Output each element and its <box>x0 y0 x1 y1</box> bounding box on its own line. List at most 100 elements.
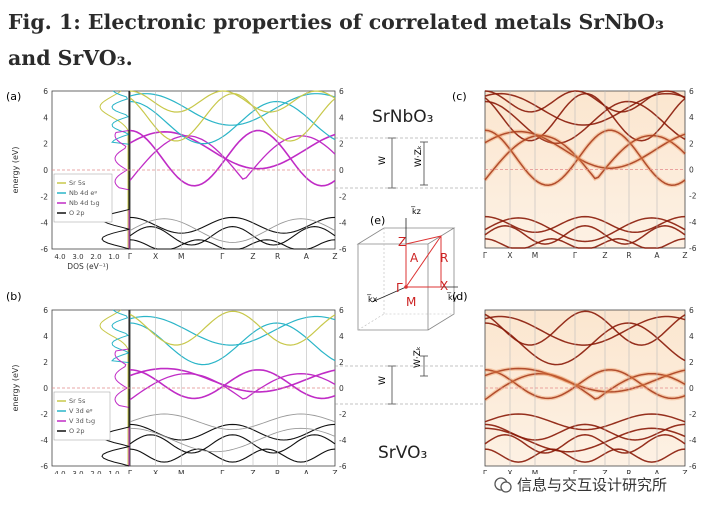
guide-lines <box>335 137 485 405</box>
legend-a: Sr 5s Nb 4d eᵍ Nb 4d t₂g O 2p <box>53 173 113 223</box>
kpath-label: Z <box>332 469 337 474</box>
band-curve <box>484 315 686 346</box>
ky-label: k̅y <box>446 292 458 302</box>
ytick-right: 2 <box>689 139 694 148</box>
ytick-right: -4 <box>339 436 347 445</box>
ytick-right: -6 <box>689 244 697 253</box>
y-axis-label: energy (eV) <box>11 146 20 193</box>
band-curve <box>484 427 686 453</box>
kpath-label: A <box>304 252 310 261</box>
ytick-right: -6 <box>339 245 347 254</box>
band-curve <box>129 218 336 243</box>
band-curve <box>484 129 686 171</box>
ytick-left: 2 <box>43 140 48 149</box>
dos-tick: 3.0 <box>72 253 83 261</box>
kpath-label: X <box>153 469 158 474</box>
ytick-left: -4 <box>41 219 49 228</box>
band-curve <box>483 371 686 402</box>
kpath-label: X <box>507 469 512 474</box>
band-curve <box>129 315 336 346</box>
legend-b-item: Sr 5s <box>69 397 86 405</box>
ytick-right: -4 <box>339 219 347 228</box>
band-curve <box>129 226 336 246</box>
band-curve <box>129 427 336 453</box>
kpath-label: Z <box>682 251 687 260</box>
ytick-left: -2 <box>41 410 49 419</box>
material-label-top: SrNbO₃ <box>372 107 433 127</box>
band-curve <box>484 372 686 401</box>
band-curve <box>484 367 686 401</box>
dos-tick: 1.0 <box>108 253 119 261</box>
bz-Z: Z <box>398 235 406 249</box>
ytick-left: 6 <box>43 87 48 96</box>
ytick-left: 2 <box>43 358 48 367</box>
band-curve <box>484 130 686 169</box>
bz-M: M <box>406 295 416 309</box>
ytick-right: -6 <box>689 462 697 471</box>
bz-Gamma: Γ <box>396 281 403 295</box>
ytick-left: 0 <box>43 384 48 393</box>
kpath-label: R <box>275 469 280 474</box>
band-curve <box>129 434 336 454</box>
kpath-label: Γ <box>573 251 578 260</box>
ytick-right: -4 <box>689 436 697 445</box>
watermark: 信息与交互设计研究所 <box>493 474 667 495</box>
band-curve <box>484 238 686 249</box>
legend-a-item: Sr 5s <box>69 179 86 187</box>
kpath-label: R <box>275 252 280 261</box>
ytick-right: 6 <box>689 87 694 96</box>
band-curve <box>129 322 336 366</box>
kpath-label: A <box>654 469 660 474</box>
legend-b: Sr 5s V 3d eᵍ V 3d t₂g O 2p <box>53 391 111 441</box>
kpath-label: Z <box>602 251 607 260</box>
kpath-label: M <box>532 469 538 474</box>
kpath-label: Z <box>602 469 607 474</box>
legend-a-item: Nb 4d t₂g <box>69 199 100 207</box>
y-axis-label: energy (eV) <box>11 364 20 411</box>
ytick-right: 0 <box>689 166 694 175</box>
ytick-right: -2 <box>339 410 347 419</box>
band-curve <box>484 448 686 463</box>
ytick-right: 2 <box>689 358 694 367</box>
legend-a-item: Nb 4d eᵍ <box>69 189 97 197</box>
band-curve <box>484 217 686 243</box>
ytick-right: 0 <box>689 384 694 393</box>
kpath-label: X <box>507 251 512 260</box>
band-curve <box>484 215 686 234</box>
kpath-label: Γ <box>573 469 578 474</box>
band-curve <box>484 225 686 245</box>
kpath-label: Γ <box>128 469 133 474</box>
bz-X: X <box>440 279 448 293</box>
band-curve <box>129 130 336 170</box>
figure-title: Fig. 1: Electronic properties of correla… <box>8 10 665 70</box>
band-curve <box>129 310 336 346</box>
kpath-label: R <box>626 251 631 260</box>
ytick-right: 6 <box>339 87 344 96</box>
dos-tick: 4.0 <box>54 253 65 261</box>
kpath-label: Γ <box>220 469 225 474</box>
wechat-icon <box>494 476 512 493</box>
kpath-label: Γ <box>483 251 488 260</box>
band-curve <box>129 369 336 400</box>
band-curve <box>484 413 686 431</box>
kpath-label: Z <box>682 469 687 474</box>
w-label-top: W <box>378 156 388 165</box>
wz-label-bottom: W·Zₖ <box>413 346 423 368</box>
ytick-left: -6 <box>41 245 49 254</box>
legend-a-item: O 2p <box>69 209 84 217</box>
legend-b-item: V 3d eᵍ <box>69 407 93 415</box>
dos-axis-label: DOS (eV⁻¹) <box>67 262 108 271</box>
watermark-text: 信息与交互设计研究所 <box>517 476 668 494</box>
ytick-right: 6 <box>339 306 344 315</box>
panel-label-b: (b) <box>6 290 22 303</box>
ytick-right: 4 <box>689 332 694 341</box>
kz-label: k̅z <box>410 206 421 216</box>
w-label-bottom: W <box>378 376 388 385</box>
kpath-label: Z <box>250 252 255 261</box>
spectral-bands-c <box>483 90 687 249</box>
band-curve <box>484 100 686 145</box>
band-curve <box>484 434 686 454</box>
kpath-label: X <box>153 252 158 261</box>
bandwidth-annotation-bottom <box>388 355 428 405</box>
kpath-label: M <box>178 469 184 474</box>
